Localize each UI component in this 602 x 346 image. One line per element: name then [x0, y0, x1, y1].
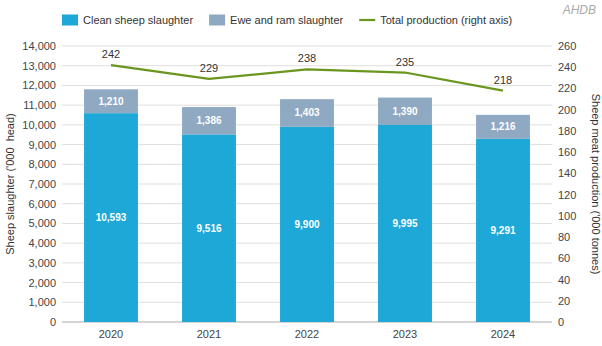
- bar-label: 10,593: [96, 212, 127, 223]
- x-tick-label: 2021: [197, 328, 221, 340]
- bar-segment: [280, 99, 334, 127]
- y-tick-label: 8,000: [28, 158, 56, 170]
- y2-tick-label: 160: [558, 146, 576, 158]
- bar-segment: [84, 113, 138, 322]
- y2-tick-label: 140: [558, 167, 576, 179]
- bar-label: 9,995: [392, 218, 417, 229]
- y-tick-label: 5,000: [28, 217, 56, 229]
- legend-swatch: [359, 19, 375, 21]
- y2-tick-label: 60: [558, 252, 570, 264]
- bar-label: 9,900: [294, 219, 319, 230]
- bar-label: 9,516: [196, 223, 221, 234]
- line: [111, 65, 503, 90]
- bar-label: 1,386: [196, 115, 221, 126]
- grid: [62, 46, 552, 322]
- y-tick-label: 1,000: [28, 296, 56, 308]
- bar-segment: [378, 98, 432, 125]
- y2-axis-label: Sheep meat production ('000 tonnes): [590, 94, 602, 275]
- x-tick-label: 2022: [295, 328, 319, 340]
- bar-label: 1,403: [294, 107, 319, 118]
- y-tick-label: 11,000: [23, 99, 56, 111]
- bar-segment: [280, 127, 334, 322]
- bar-segment: [378, 125, 432, 322]
- y2-tick-label: 260: [558, 40, 576, 52]
- grid-line: [62, 65, 552, 66]
- y2-tick-label: 200: [558, 104, 576, 116]
- y-tick-label: 7,000: [28, 178, 56, 190]
- y2-tick-label: 180: [558, 125, 576, 137]
- y-tick-label: 4,000: [28, 237, 56, 249]
- bar-segment: [182, 134, 236, 322]
- bar-label: 1,210: [98, 96, 123, 107]
- legend-swatch: [62, 15, 78, 26]
- bar-label: 1,390: [392, 106, 417, 117]
- y-tick-label: 14,000: [22, 40, 56, 52]
- y-tick-label: 9,000: [28, 139, 56, 151]
- line-label: 229: [200, 62, 218, 74]
- x-tick-label: 2020: [99, 328, 123, 340]
- y2-tick-label: 120: [558, 189, 576, 201]
- plot-area: [84, 65, 530, 322]
- y2-tick-label: 220: [558, 82, 576, 94]
- bar-label: 1,216: [490, 121, 515, 132]
- legend-label: Total production (right axis): [380, 14, 512, 26]
- line-label: 218: [494, 74, 512, 86]
- bar-label: 9,291: [490, 225, 515, 236]
- y-tick-label: 10,000: [22, 119, 56, 131]
- background: [0, 0, 602, 346]
- y-tick-label: 0: [50, 316, 56, 328]
- y2-tick-label: 240: [558, 61, 576, 73]
- bar-segment: [84, 89, 138, 113]
- y2-tick-label: 40: [558, 274, 570, 286]
- x-tick-label: 2024: [491, 328, 515, 340]
- y2-tick-label: 80: [558, 231, 570, 243]
- grid-line: [62, 46, 552, 47]
- y-tick-label: 3,000: [28, 257, 56, 269]
- bar-segment: [182, 107, 236, 134]
- legend-label: Clean sheep slaughter: [83, 14, 193, 26]
- y2-tick-label: 100: [558, 210, 576, 222]
- line-label: 235: [396, 56, 414, 68]
- line-label: 242: [102, 48, 120, 60]
- x-tick-label: 2023: [393, 328, 417, 340]
- bar-segment: [476, 139, 530, 322]
- legend-swatch: [209, 15, 225, 26]
- y2-tick-label: 0: [558, 316, 564, 328]
- y-tick-label: 6,000: [28, 198, 56, 210]
- chart: 0 1,000 2,000 3,000 4,000 5,000 6,000 7,000 8,00…: [0, 0, 602, 346]
- watermark: AHDB: [562, 3, 596, 17]
- legend-label: Ewe and ram slaughter: [230, 14, 343, 26]
- y-tick-label: 12,000: [22, 79, 56, 91]
- y-axis-label: Sheep slaughter ('000 head): [4, 113, 16, 255]
- line-label: 238: [298, 52, 316, 64]
- y2-tick-label: 20: [558, 295, 570, 307]
- y-tick-label: 13,000: [22, 60, 56, 72]
- y-tick-label: 2,000: [28, 277, 56, 289]
- legend: Clean sheep slaughter Ewe and ram slaught…: [62, 14, 512, 26]
- data-labels: 10,593 9,516 9,900 9,995 9,291 1,210 1,386 1,40…: [96, 48, 516, 236]
- bar-segment: [476, 115, 530, 139]
